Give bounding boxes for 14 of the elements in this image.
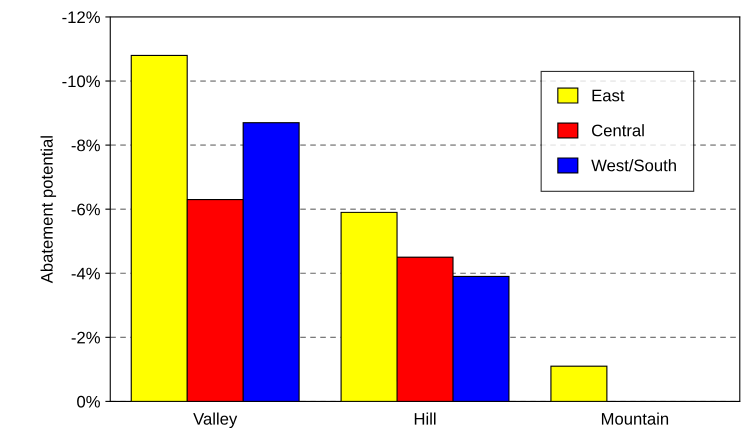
x-tick-label: Mountain [602, 412, 668, 425]
x-tick-label: Valley [193, 412, 238, 428]
y-tick-label: 0% [77, 396, 100, 408]
legend-label: West/South [591, 159, 676, 172]
y-tick-label: -6% [72, 204, 100, 216]
y-axis-title: Abatement potential [40, 136, 56, 284]
y-tick-label: -2% [72, 332, 100, 344]
legend-label: East [592, 90, 624, 102]
y-tick-label: -8% [72, 140, 100, 152]
y-tick-label: -4% [72, 268, 100, 280]
legend-label: Central [592, 124, 644, 136]
y-tick-label: -10% [62, 75, 100, 88]
x-tick-label: Hill [414, 412, 436, 425]
y-tick-label: -12% [62, 11, 100, 24]
